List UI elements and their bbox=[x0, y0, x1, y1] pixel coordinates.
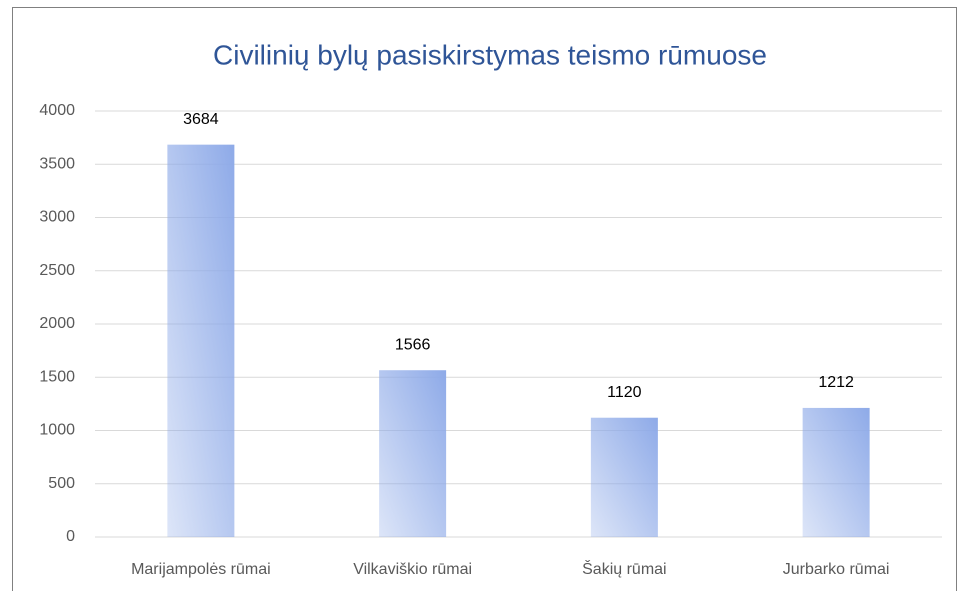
x-tick-label: Jurbarko rūmai bbox=[783, 561, 890, 578]
y-tick-label: 3000 bbox=[39, 209, 75, 226]
value-label: 1212 bbox=[818, 374, 854, 391]
value-label: 3684 bbox=[183, 111, 219, 128]
y-tick-label: 0 bbox=[66, 528, 75, 545]
y-tick-label: 2000 bbox=[39, 315, 75, 332]
y-tick-label: 4000 bbox=[39, 102, 75, 119]
x-tick-label: Marijampolės rūmai bbox=[131, 561, 271, 578]
bar bbox=[379, 370, 447, 537]
chart-title: Civilinių bylų pasiskirstymas teismo rūm… bbox=[213, 39, 767, 70]
y-tick-label: 1500 bbox=[39, 368, 75, 385]
value-label: 1566 bbox=[395, 336, 431, 353]
x-tick-label: Vilkaviškio rūmai bbox=[353, 561, 472, 578]
y-tick-label: 500 bbox=[48, 475, 75, 492]
bar bbox=[802, 407, 870, 537]
y-tick-label: 3500 bbox=[39, 155, 75, 172]
bar bbox=[167, 144, 235, 538]
y-tick-label: 2500 bbox=[39, 262, 75, 279]
value-label: 1120 bbox=[607, 384, 642, 401]
bar bbox=[590, 417, 658, 537]
y-tick-label: 1000 bbox=[39, 422, 75, 439]
x-tick-label: Šakių rūmai bbox=[582, 559, 666, 578]
